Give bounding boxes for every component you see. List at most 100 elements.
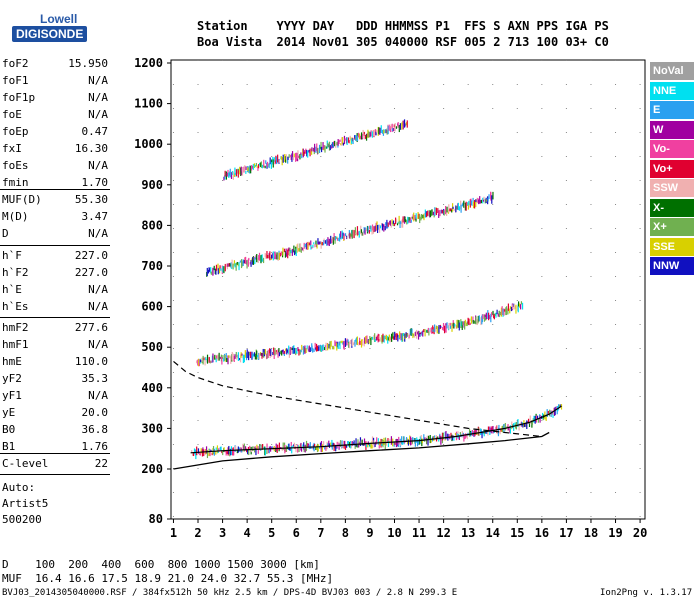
echo-mark — [384, 437, 387, 445]
echo-mark — [287, 156, 289, 164]
echo-mark — [490, 313, 492, 323]
echo-mark — [386, 128, 388, 135]
echo-mark — [449, 436, 451, 440]
echo-mark — [416, 329, 418, 339]
x-tick-label: 4 — [244, 526, 251, 540]
echo-mark — [549, 409, 551, 414]
echo-mark — [344, 444, 347, 450]
echo-mark — [477, 198, 479, 203]
echo-mark — [339, 233, 341, 242]
echo-mark — [343, 233, 345, 241]
grid-dot — [222, 84, 224, 85]
echo-mark — [398, 436, 400, 445]
echo-mark — [215, 358, 217, 363]
echo-mark — [426, 329, 428, 333]
echo-mark — [517, 305, 519, 311]
param-row: foEs N/A — [2, 159, 108, 175]
echo-mark — [435, 435, 437, 440]
grid-dot — [467, 396, 469, 397]
echo-mark — [466, 433, 468, 440]
echo-mark — [467, 202, 470, 210]
grid-dot — [565, 492, 567, 493]
y-tick-label: 700 — [141, 259, 163, 273]
echo-mark — [268, 253, 270, 259]
grid-dot — [615, 420, 617, 421]
echo-mark — [247, 446, 250, 450]
echo-mark — [460, 204, 462, 213]
echo-mark — [547, 410, 549, 414]
echo-mark — [347, 441, 350, 447]
param-row: MUF(D) 55.30 — [2, 193, 108, 209]
grid-dot — [418, 180, 420, 181]
legend-item: SSW — [650, 179, 694, 197]
echo-mark — [331, 143, 333, 149]
echo-mark — [337, 343, 339, 349]
echo-mark — [252, 163, 254, 170]
echo-mark — [221, 451, 223, 454]
echo-mark — [430, 327, 433, 334]
grid-dot — [418, 324, 420, 325]
echo-mark — [370, 130, 372, 136]
side-note: 500200 — [2, 513, 42, 526]
echo-mark — [196, 446, 198, 456]
echo-mark — [480, 317, 482, 326]
echo-mark — [226, 172, 228, 177]
echo-mark — [368, 339, 370, 344]
echo-mark — [250, 449, 253, 453]
echo-mark — [350, 233, 352, 237]
echo-mark — [375, 131, 377, 136]
echo-mark — [424, 209, 426, 218]
grid-dot — [639, 84, 641, 85]
grid-dot — [565, 300, 567, 301]
grid-dot — [246, 228, 248, 229]
echo-mark — [369, 225, 371, 229]
echo-mark — [502, 308, 504, 317]
footer-file-info: BVJ03_2014305040000.RSF / 384fx512h 50 k… — [2, 588, 458, 598]
grid-dot — [467, 228, 469, 229]
grid-dot — [295, 468, 297, 469]
echo-mark — [202, 355, 204, 365]
echo-mark — [247, 167, 249, 171]
echo-mark — [283, 248, 286, 253]
echo-mark — [199, 453, 202, 456]
param-value: 22 — [94, 457, 108, 470]
legend-item: W — [650, 120, 694, 139]
echo-mark — [241, 353, 243, 356]
grid-dot — [369, 516, 371, 517]
echo-mark — [320, 441, 323, 449]
echo-mark — [281, 350, 283, 356]
echo-mark — [274, 253, 277, 257]
echo-mark — [256, 350, 258, 360]
echo-mark — [293, 442, 296, 450]
grid-dot — [615, 180, 617, 181]
grid-dot — [541, 444, 543, 445]
echo-mark — [293, 245, 295, 253]
echo-mark — [435, 325, 438, 330]
grid-dot — [467, 132, 469, 133]
echo-mark — [340, 237, 342, 240]
grid-dot — [271, 372, 273, 373]
echo-mark — [509, 426, 511, 434]
y-tick-label: 400 — [141, 381, 163, 395]
echo-mark — [469, 322, 471, 325]
echo-mark — [309, 347, 311, 352]
x-tick-label: 6 — [293, 526, 300, 540]
echo-mark — [500, 307, 503, 317]
echo-mark — [308, 345, 310, 353]
echo-mark — [355, 232, 357, 235]
echo-mark — [499, 428, 501, 435]
grid-dot — [222, 60, 224, 61]
param-value: N/A — [88, 159, 108, 172]
grid-dot — [222, 444, 224, 445]
echo-mark — [359, 437, 362, 447]
echo-mark — [406, 120, 408, 128]
echo-mark — [401, 441, 404, 445]
echo-mark — [317, 147, 319, 155]
echo-mark — [309, 148, 311, 157]
echo-mark — [379, 337, 381, 342]
echo-mark — [280, 251, 282, 256]
echo-mark — [458, 322, 460, 331]
echo-mark — [385, 335, 388, 341]
echo-mark — [242, 443, 244, 453]
echo-mark — [388, 334, 390, 342]
